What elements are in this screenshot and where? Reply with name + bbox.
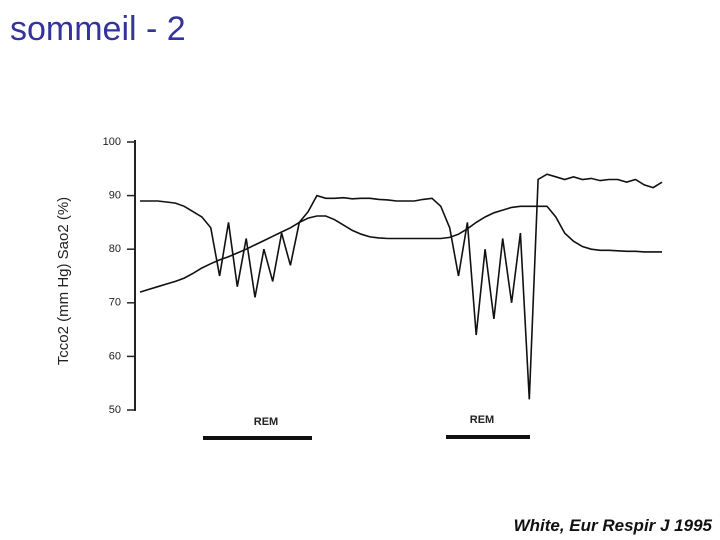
- annotation: REM: [470, 414, 494, 426]
- line-series: [139, 205, 662, 293]
- annotation: REM: [254, 416, 278, 428]
- y-axis-label: Tcco2 (mm Hg) Sao2 (%): [55, 197, 72, 365]
- source: White, Eur Respir J 1995: [513, 516, 712, 535]
- y-tick-label: 60: [109, 350, 121, 362]
- y-tick-label: 80: [109, 243, 121, 255]
- y-tick-label: 90: [109, 190, 121, 202]
- y-tick-label: 70: [109, 297, 121, 309]
- line-series: [140, 173, 663, 400]
- chart: Tcco2 (mm Hg) Sao2 (%) 50 60 70 80 90 100 REM R…: [55, 136, 663, 440]
- y-tick-label: 100: [103, 136, 121, 148]
- slide-title: sommeil - 2: [10, 10, 186, 48]
- y-tick-label: 50: [109, 404, 121, 416]
